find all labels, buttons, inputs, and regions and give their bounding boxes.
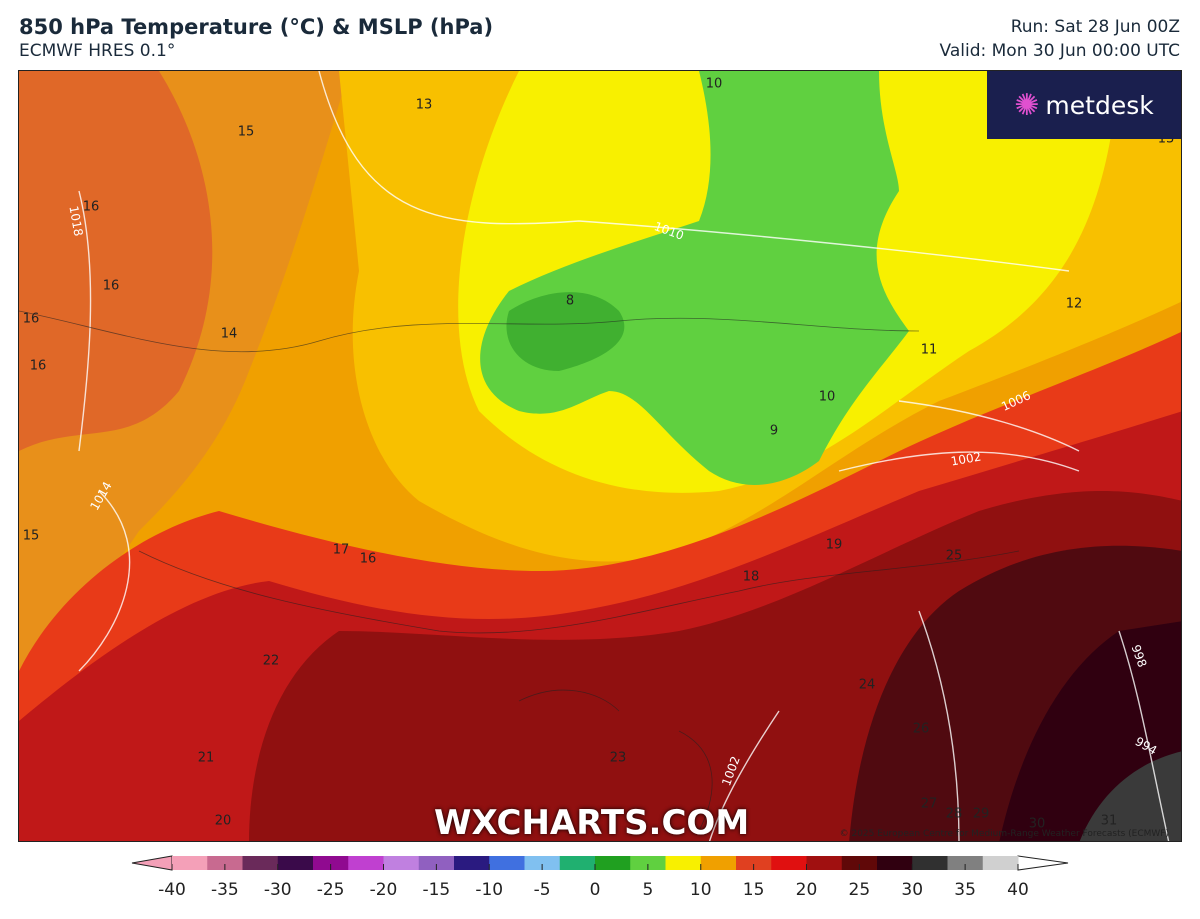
temp-label: 8 [565, 293, 575, 309]
colorbar-tick-label: -35 [210, 880, 239, 900]
temp-label: 16 [102, 278, 120, 294]
colorbar-tick-label: -30 [263, 880, 292, 900]
temp-label: 16 [359, 551, 377, 567]
colorbar-segment [771, 856, 807, 870]
colorbar-segment [700, 856, 737, 870]
temp-label: 17 [332, 542, 350, 558]
colorbar-tick-label: -20 [369, 880, 398, 900]
colorbar-segment [630, 856, 666, 870]
temp-label: 21 [197, 750, 215, 766]
colorbar-segment [454, 856, 490, 870]
temp-label: 26 [912, 721, 930, 737]
temp-label: 11 [920, 342, 938, 358]
colorbar-segment [736, 856, 772, 870]
colorbar-low-arrow [131, 855, 173, 871]
colorbar-segment [242, 856, 279, 870]
temperature-field [19, 71, 1181, 841]
colorbar-segment [489, 856, 525, 870]
temp-label: 20 [214, 813, 232, 829]
temp-label: 16 [82, 199, 100, 215]
temp-label: 9 [769, 423, 779, 439]
temp-label: 13 [415, 97, 433, 113]
temp-label: 12 [1065, 296, 1083, 312]
temp-label: 10 [818, 389, 836, 405]
colorbar-segment [207, 856, 243, 870]
colorbar-tick-label: -40 [158, 880, 186, 900]
colorbar-segment [172, 856, 208, 870]
colorbar-tick-label: 0 [589, 880, 601, 900]
colorbar-segment [912, 856, 948, 870]
colorbar-segment [277, 856, 314, 870]
metdesk-logo: ✺ metdesk [987, 71, 1181, 139]
chart-title: 850 hPa Temperature (°C) & MSLP (hPa) [19, 15, 494, 39]
colorbar-tick-label: 40 [1007, 880, 1029, 900]
temp-label: 16 [29, 358, 47, 374]
colorbar-segment [665, 856, 702, 870]
model-label: ECMWF HRES 0.1° [19, 41, 176, 61]
temp-label: 15 [237, 124, 255, 140]
colorbar-tick-label: -15 [422, 880, 451, 900]
colorbar-segment [559, 856, 596, 870]
temp-label: 19 [825, 537, 843, 553]
temp-label: 28 [945, 806, 963, 822]
weather-map: 13 15 16 16 16 16 14 10 8 11 12 10 9 15 … [18, 70, 1182, 842]
colorbar-high-arrow [1017, 855, 1069, 871]
colorbar-tick-label: 30 [901, 880, 924, 900]
temp-label: 29 [972, 806, 990, 822]
colorbar [131, 855, 1069, 871]
temp-label: 24 [858, 677, 876, 693]
colorbar-segment [313, 856, 349, 870]
temp-label: 31 [1100, 813, 1118, 829]
colorbar-tick-label: 10 [689, 880, 712, 900]
copyright: © 2025 European Centre for Medium-Range … [839, 829, 1169, 839]
colorbar-segment [806, 856, 843, 870]
colorbar-tick-label: 15 [742, 880, 765, 900]
temp-label: 15 [22, 528, 40, 544]
colorbar-segment [877, 856, 913, 870]
colorbar-segment [595, 856, 631, 870]
colorbar-tick-label: 20 [795, 880, 818, 900]
colorbar-tick-label: 35 [954, 880, 976, 900]
colorbar-segment [982, 856, 1019, 870]
temp-label: 23 [609, 750, 627, 766]
temp-label: 30 [1028, 816, 1046, 832]
colorbar-segment [383, 856, 420, 870]
colorbar-tick-label: -25 [316, 880, 345, 900]
colorbar-segment [947, 856, 984, 870]
valid-time: Valid: Mon 30 Jun 00:00 UTC [939, 41, 1180, 61]
colorbar-segment [841, 856, 878, 870]
logo-text: metdesk [1045, 90, 1154, 120]
colorbar-tick-label: 5 [642, 880, 654, 900]
colorbar-segment [348, 856, 384, 870]
temp-label: 16 [22, 311, 40, 327]
temp-label: 22 [262, 653, 280, 669]
run-time: Run: Sat 28 Jun 00Z [1010, 17, 1180, 37]
colorbar-segment [418, 856, 455, 870]
temp-label: 18 [742, 569, 760, 585]
temp-label: 27 [920, 796, 938, 812]
watermark: WXCHARTS.COM [434, 803, 750, 842]
temp-label: 10 [705, 76, 723, 92]
temp-label: 25 [945, 548, 963, 564]
colorbar-tick-label: -5 [533, 880, 551, 900]
colorbar-tick-label: -10 [475, 880, 504, 900]
colorbar-segment [524, 856, 561, 870]
temp-label: 14 [220, 326, 238, 342]
starburst-icon: ✺ [1014, 87, 1040, 123]
colorbar-tick-label: 25 [848, 880, 871, 900]
